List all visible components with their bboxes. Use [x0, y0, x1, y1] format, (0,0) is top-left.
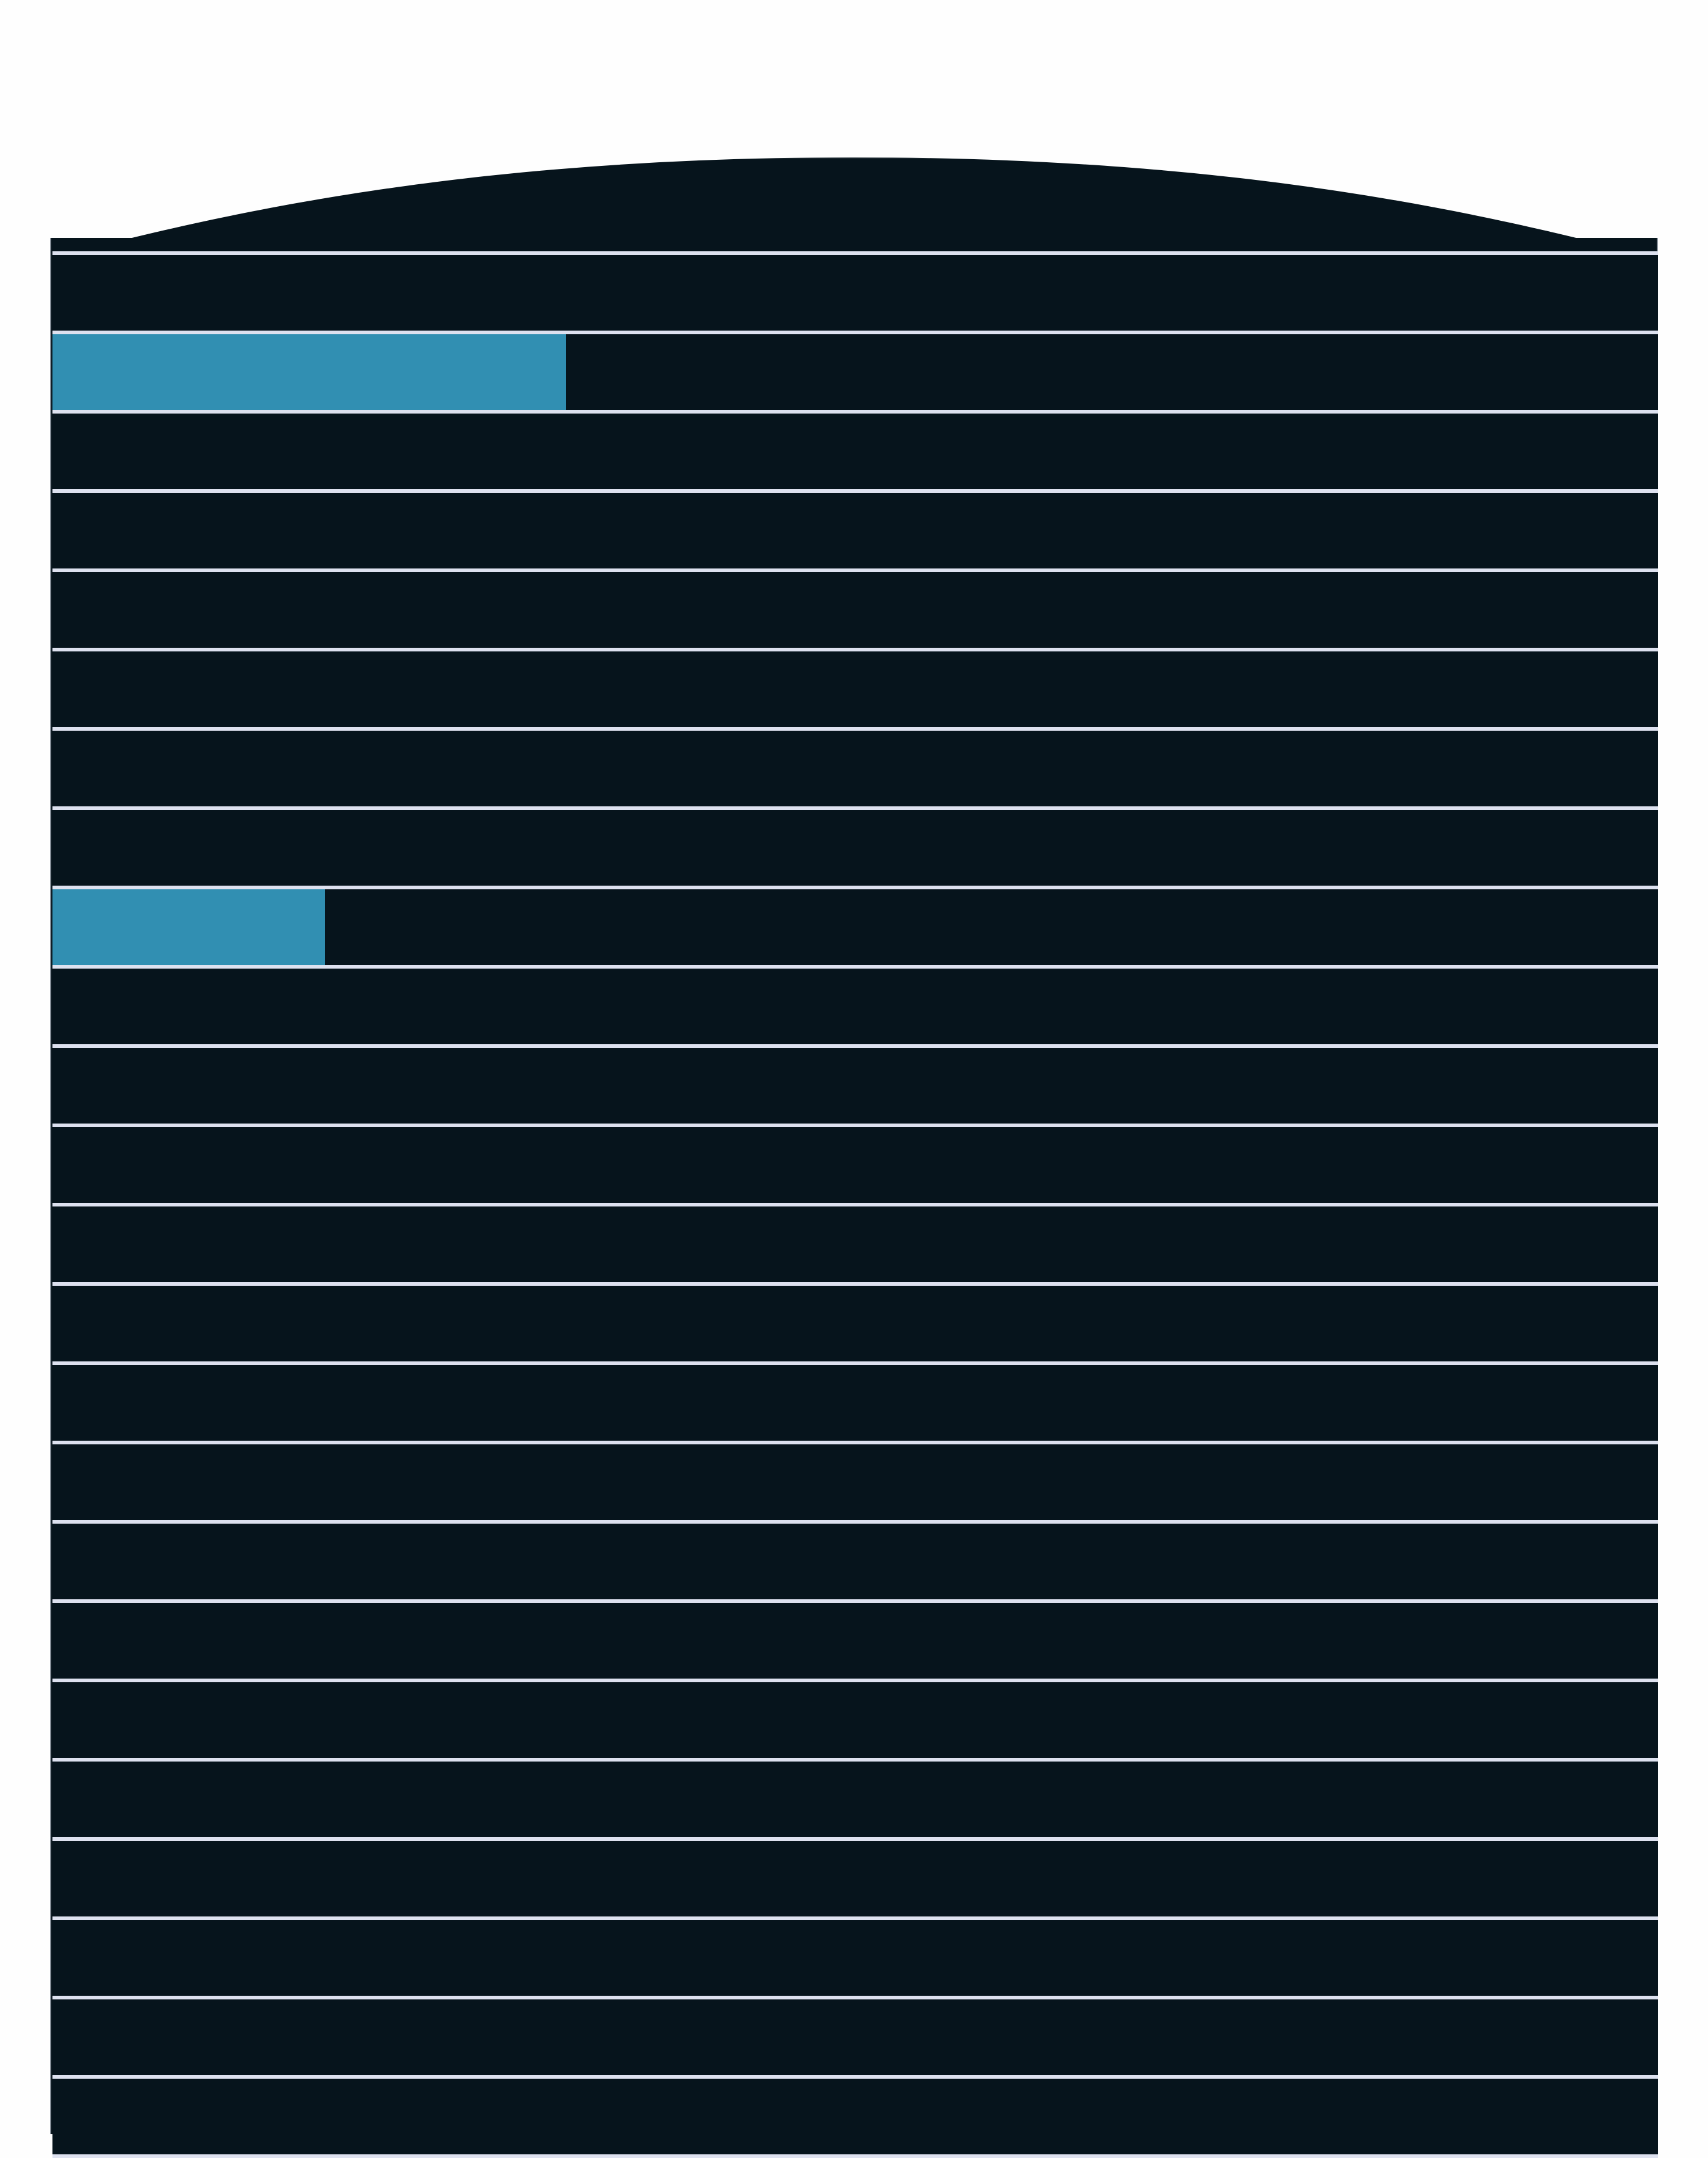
level-meter-panel	[50, 238, 1658, 2158]
meter-row	[52, 414, 1658, 493]
meter-row	[52, 1444, 1658, 1524]
meter-row	[52, 651, 1658, 731]
meter-row	[52, 889, 1658, 969]
meter-row-list	[52, 251, 1658, 2158]
meter-row	[52, 1365, 1658, 1444]
meter-row	[52, 1127, 1658, 1206]
meter-row	[52, 810, 1658, 889]
panel-arched-top	[50, 157, 1658, 243]
meter-row	[52, 1841, 1658, 1920]
meter-row	[52, 1048, 1658, 1127]
meter-row	[52, 1999, 1658, 2079]
meter-row	[52, 969, 1658, 1048]
meter-row	[52, 1920, 1658, 1999]
meter-row	[52, 1524, 1658, 1603]
meter-row	[52, 1762, 1658, 1841]
meter-row	[52, 1286, 1658, 1365]
meter-row	[52, 1682, 1658, 1762]
meter-row	[52, 334, 1658, 414]
meter-row-fill	[52, 334, 567, 410]
meter-row-fill	[52, 889, 326, 965]
meter-row	[52, 1603, 1658, 1682]
meter-row	[52, 251, 1658, 334]
meter-row	[52, 572, 1658, 651]
meter-row	[52, 1206, 1658, 1286]
meter-row	[52, 2079, 1658, 2158]
meter-row	[52, 731, 1658, 810]
meter-row	[52, 493, 1658, 572]
